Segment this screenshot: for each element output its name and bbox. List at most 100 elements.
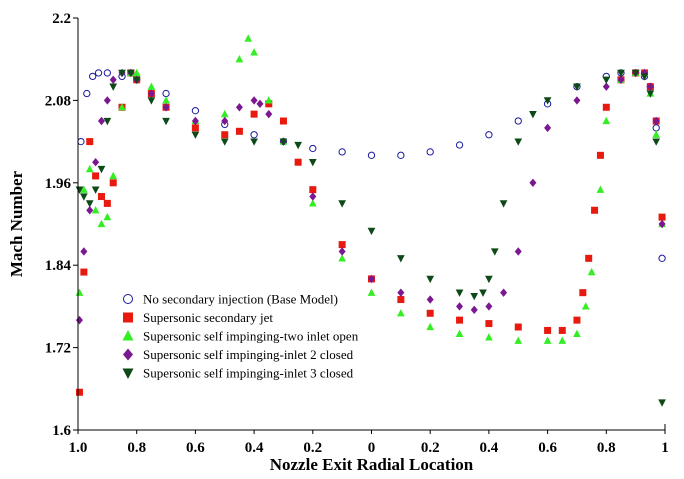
data-point [80, 185, 88, 193]
data-point [596, 151, 604, 159]
data-point [397, 296, 405, 304]
data-point [658, 399, 666, 407]
data-point [573, 83, 581, 91]
legend-label: Supersonic secondary jet [143, 310, 273, 325]
data-point [250, 96, 258, 105]
x-tick-label: 0.6 [186, 440, 205, 456]
data-point [103, 199, 111, 207]
data-point [338, 200, 346, 208]
data-point [132, 76, 141, 84]
y-tick-label: 1.72 [45, 341, 71, 357]
data-point [244, 34, 253, 42]
data-point [91, 186, 100, 194]
data-point [573, 96, 581, 105]
data-point [646, 82, 654, 91]
data-point [426, 148, 434, 156]
data-point [558, 336, 567, 344]
data-point [191, 107, 200, 115]
data-point [544, 326, 552, 334]
data-point [97, 219, 106, 228]
data-point [308, 159, 317, 167]
data-point [220, 138, 229, 146]
data-point [652, 124, 660, 132]
data-point [250, 48, 258, 56]
data-point [191, 124, 199, 132]
data-point [558, 326, 566, 334]
x-tick-label: 0.8 [127, 440, 146, 456]
data-point [250, 138, 258, 146]
data-point [103, 69, 111, 77]
x-tick-label: 0.4 [480, 440, 499, 456]
data-point [652, 138, 661, 146]
data-point [162, 117, 170, 126]
data-point [83, 89, 91, 98]
data-point [220, 109, 229, 118]
data-point [485, 275, 493, 284]
legend-item: Supersonic self impinging-inlet 2 closed [123, 347, 354, 362]
data-point [579, 289, 587, 297]
data-point [250, 110, 258, 118]
data-point [279, 117, 287, 125]
data-point [279, 138, 288, 146]
data-point [596, 185, 605, 193]
data-point [191, 131, 200, 139]
data-point [264, 96, 273, 104]
data-point [426, 322, 435, 331]
data-point [455, 141, 464, 149]
series-5 [75, 69, 666, 407]
data-point [80, 247, 88, 256]
data-point [470, 305, 478, 315]
data-point [86, 206, 94, 215]
data-point [617, 69, 625, 78]
x-tick-label: 1.0 [69, 440, 88, 456]
data-point [294, 141, 302, 150]
legend-item: Supersonic self impinging-two inlet open [122, 329, 359, 344]
data-point [529, 178, 537, 187]
data-point [75, 288, 84, 296]
data-point [147, 89, 155, 98]
data-point [162, 103, 170, 112]
legend-marker [123, 294, 133, 304]
legend-label: Supersonic self impinging-two inlet open [143, 329, 359, 344]
data-point [162, 89, 170, 98]
data-point [652, 130, 661, 138]
data-point [118, 103, 126, 111]
data-point [97, 165, 106, 174]
data-point [514, 117, 522, 125]
data-point [514, 138, 523, 146]
data-point [109, 75, 117, 84]
data-point [426, 309, 434, 317]
data-point [455, 289, 464, 297]
data-point [658, 213, 666, 221]
data-point [602, 103, 610, 111]
data-point [470, 292, 479, 301]
data-point [309, 144, 317, 153]
data-point [602, 76, 611, 84]
data-point [77, 137, 85, 146]
data-point [103, 96, 111, 105]
data-point [367, 288, 376, 296]
data-point [455, 329, 464, 338]
data-point [235, 55, 244, 63]
data-point [265, 100, 273, 108]
data-point [652, 116, 660, 126]
data-point [490, 248, 499, 256]
data-point [485, 302, 493, 311]
data-point [397, 151, 405, 159]
data-point [235, 127, 243, 135]
legend-item: Supersonic self impinging-inlet 3 closed [122, 366, 354, 381]
data-point [338, 148, 346, 156]
data-point [640, 73, 649, 81]
data-point [85, 164, 94, 173]
data-point [397, 288, 405, 297]
x-axis-title: Nozzle Exit Radial Location [270, 455, 474, 474]
legend-label: No secondary injection (Base Model) [143, 292, 338, 307]
data-point [397, 255, 405, 263]
x-tick-label: 0.2 [303, 440, 322, 456]
data-point [75, 315, 83, 325]
data-point [544, 123, 552, 133]
x-tick-label: 0.4 [245, 440, 264, 456]
data-point [479, 289, 487, 297]
data-point [80, 268, 88, 276]
data-point [338, 254, 346, 262]
